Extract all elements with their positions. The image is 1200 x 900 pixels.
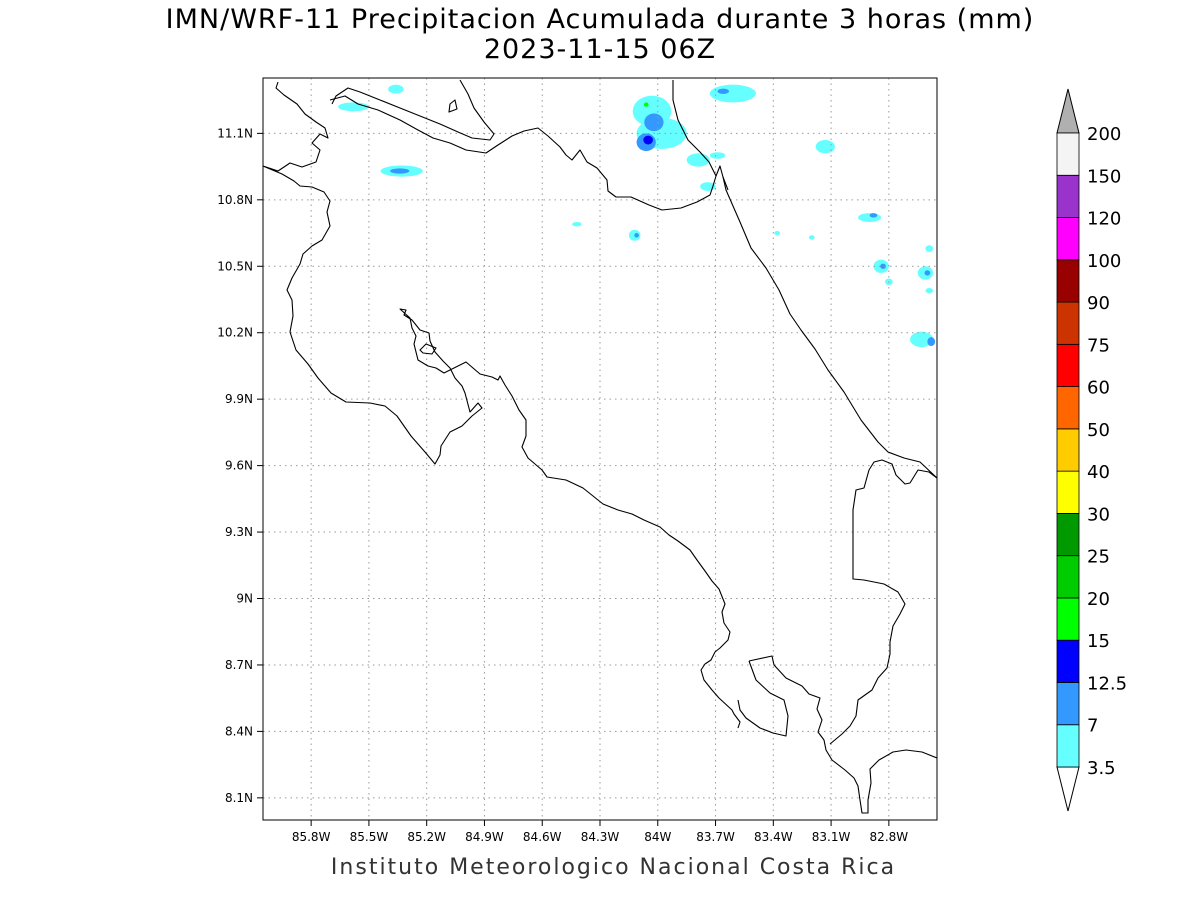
precip-cell	[869, 213, 878, 218]
lat-tick-label: 9.9N	[225, 392, 253, 406]
colorbar-label: 7	[1087, 716, 1098, 737]
colorbar-swatch	[1056, 174, 1080, 218]
colorbar-label: 75	[1087, 335, 1110, 356]
lon-tick-label: 84.3W	[581, 830, 620, 844]
precip-cell	[643, 135, 653, 145]
colorbar-label: 200	[1087, 124, 1121, 145]
precip-cell	[338, 102, 369, 112]
colorbar-label: 150	[1087, 166, 1121, 187]
colorbar-label: 15	[1087, 631, 1110, 652]
osa-peninsula	[737, 660, 789, 737]
colorbar-swatch	[1056, 513, 1080, 557]
precip-cell	[925, 287, 934, 294]
lon-tick-label: 82.8W	[870, 830, 909, 844]
lon-tick-label: 85.8W	[292, 830, 331, 844]
precip-cell	[774, 230, 781, 236]
colorbar-label: 20	[1087, 589, 1110, 610]
lat-tick-label: 8.1N	[225, 791, 253, 805]
colorbar: 3.5 7 12.5 15 20 25 30 40 50 60 75 90 100 120 150 200	[1056, 88, 1127, 812]
graticule	[263, 78, 937, 820]
lat-tick-label: 10.5N	[217, 259, 253, 273]
lon-tick-label: 83.7W	[696, 830, 735, 844]
colorbar-swatch	[1056, 217, 1080, 261]
colorbar-under-arrow	[1056, 766, 1080, 812]
colorbar-swatch	[1056, 470, 1080, 514]
lon-tick-label: 84W	[644, 830, 671, 844]
precip-cell	[709, 152, 726, 159]
lat-tick-label: 10.8N	[217, 193, 253, 207]
axis-ticks: 85.8W 85.5W 85.2W 84.9W 84.6W 84.3W 84W 83.7W 83…	[217, 126, 908, 844]
colorbar-label: 25	[1087, 547, 1110, 568]
precip-cell	[388, 84, 404, 94]
lon-tick-label: 85.5W	[350, 830, 389, 844]
colorbar-label: 40	[1087, 462, 1110, 483]
pacific-coastline	[263, 81, 937, 814]
colorbar-label: 90	[1087, 293, 1110, 314]
lon-tick-label: 84.6W	[523, 830, 562, 844]
colorbar-swatch	[1056, 386, 1080, 430]
footer-credit: Instituto Meteorologico Nacional Costa R…	[330, 855, 897, 880]
colorbar-swatch	[1056, 682, 1080, 726]
colorbar-label: 12.5	[1087, 673, 1127, 694]
colorbar-swatch	[1056, 597, 1080, 641]
lat-tick-label: 10.2N	[217, 326, 253, 340]
coastline-borders	[263, 79, 937, 814]
colorbar-swatch	[1056, 132, 1080, 176]
colorbar-swatch	[1056, 555, 1080, 599]
precip-cell	[717, 88, 730, 94]
precip-cell	[858, 213, 882, 222]
colorbar-swatch	[1056, 343, 1080, 388]
colorbar-swatch	[1056, 639, 1080, 683]
precip-cell	[686, 153, 710, 167]
colorbar-swatch	[1056, 428, 1080, 472]
precip-cell	[815, 140, 835, 154]
lat-tick-label: 9N	[236, 592, 253, 606]
precip-cell	[927, 337, 936, 347]
colorbar-swatch	[1056, 301, 1080, 345]
precip-cell	[910, 331, 934, 348]
precip-cell	[634, 233, 639, 238]
precip-cell	[390, 168, 410, 174]
precip-cell	[880, 263, 886, 269]
colorbar-label: 100	[1087, 251, 1121, 272]
lat-tick-label: 11.1N	[217, 126, 253, 140]
precip-cell	[925, 245, 934, 252]
lat-tick-label: 8.7N	[225, 658, 253, 672]
precip-cell	[924, 270, 931, 276]
lat-tick-label: 8.4N	[225, 724, 253, 738]
caribbean-coastline	[672, 80, 937, 479]
precip-cell	[644, 113, 664, 132]
lon-tick-label: 83.1W	[812, 830, 851, 844]
colorbar-label: 60	[1087, 378, 1110, 399]
precipitation-field	[338, 84, 936, 348]
precip-cell	[808, 235, 815, 240]
precip-cell	[572, 221, 582, 227]
colorbar-over-arrow	[1056, 88, 1080, 134]
colorbar-label: 120	[1087, 209, 1121, 230]
island-lake	[448, 99, 458, 113]
lat-tick-label: 9.3N	[225, 525, 253, 539]
map-subtitle-datetime: 2023-11-15 06Z	[483, 34, 717, 65]
precip-cell	[643, 102, 649, 107]
map-title: IMN/WRF-11 Precipitacion Acumulada duran…	[165, 4, 1035, 35]
lake-nicaragua-shore	[331, 79, 495, 141]
lon-tick-label: 85.2W	[407, 830, 446, 844]
lat-tick-label: 9.6N	[225, 459, 253, 473]
lon-tick-label: 83.4W	[754, 830, 793, 844]
panama-border	[829, 459, 937, 745]
colorbar-label: 3.5	[1087, 758, 1116, 779]
colorbar-swatch	[1056, 724, 1080, 768]
nicoya-island	[419, 343, 437, 355]
precip-cell	[709, 84, 756, 103]
colorbar-label: 30	[1087, 504, 1110, 525]
colorbar-label: 50	[1087, 420, 1110, 441]
nicaragua-border	[329, 95, 729, 211]
colorbar-swatch	[1056, 259, 1080, 303]
lon-tick-label: 84.9W	[465, 830, 504, 844]
